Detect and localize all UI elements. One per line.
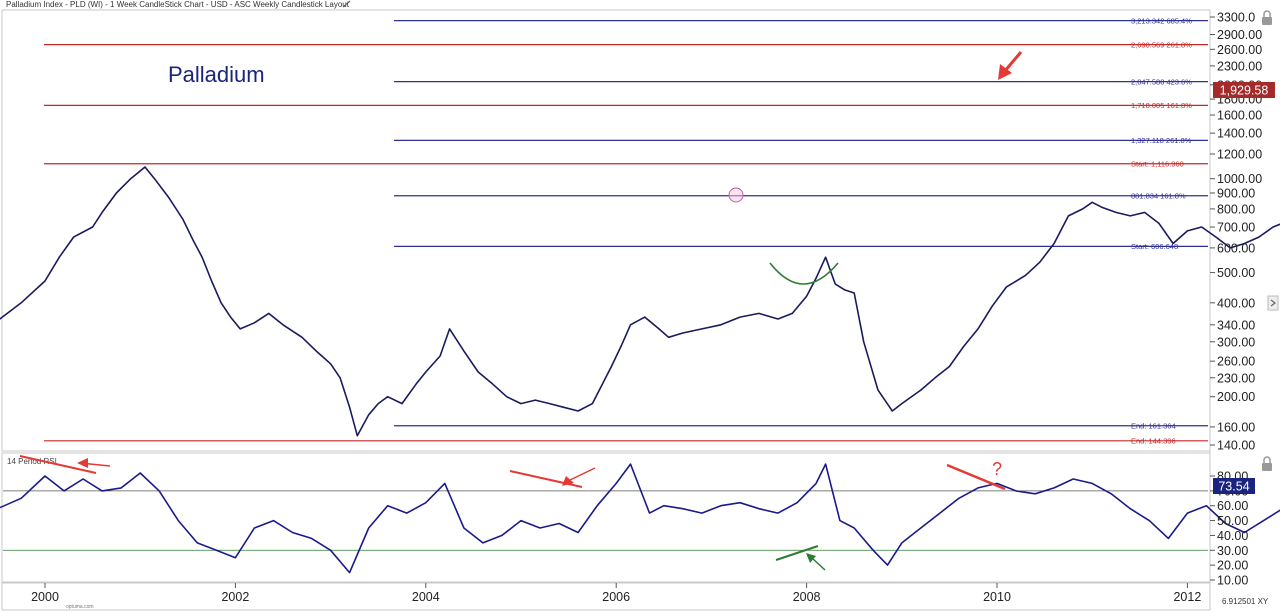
fib-label: 3,213.342 685.4% — [1131, 16, 1192, 25]
x-tick-label: 2000 — [31, 590, 59, 604]
time-x-axis: 2000200220042006200820102012201420162018… — [31, 583, 1201, 604]
fib-label: 2,690.569 261.8% — [1131, 40, 1192, 49]
last-price-badge: 1,929.58 — [1213, 82, 1275, 98]
rsi-line — [0, 463, 1280, 574]
chart-title: Palladium — [168, 62, 265, 87]
fib-label: Start: 606.648 — [1131, 242, 1178, 251]
price-tick-label: 2900.00 — [1217, 28, 1262, 42]
price-tick-label: 160.00 — [1217, 420, 1255, 434]
rsi-last-value: 73.54 — [1218, 480, 1249, 494]
fib-label: 1,327.118 261.8% — [1131, 136, 1192, 145]
lock-icon[interactable] — [1262, 10, 1272, 25]
highlight-circle — [728, 187, 744, 203]
price-tick-label: 900.00 — [1217, 186, 1255, 200]
chevron-right-icon[interactable] — [1267, 295, 1279, 311]
price-tick-label: 230.00 — [1217, 371, 1255, 385]
price-tick-label: 140.00 — [1217, 439, 1255, 453]
rsi-divergence-2001 — [19, 455, 111, 474]
fib-label: 881.834 161.8% — [1131, 192, 1186, 201]
price-series — [0, 166, 1280, 437]
x-tick-label: 2012 — [1173, 590, 1201, 604]
fib-label: 1,718.005 161.8% — [1131, 101, 1192, 110]
price-tick-label: 800.00 — [1217, 202, 1255, 216]
price-y-axis: 3300.02900.002600.002300.002000.001800.0… — [1210, 11, 1262, 453]
price-tick-label: 3300.0 — [1217, 11, 1255, 25]
watermark: optuma.com — [66, 604, 94, 610]
rsi-tick-label: 50.00 — [1217, 514, 1248, 528]
price-tick-label: 300.00 — [1217, 335, 1255, 349]
last-price-label: 1,929.58 — [1220, 84, 1269, 98]
x-tick-label: 2002 — [221, 590, 249, 604]
fib-label: Start: 1,116.960 — [1131, 160, 1184, 169]
pencil-icon[interactable] — [342, 0, 351, 8]
price-tick-label: 500.00 — [1217, 266, 1255, 280]
rsi-divergence-2019 — [946, 463, 1006, 491]
rsi-question-mark: ? — [992, 459, 1002, 479]
scale-readout: 6.912501 XY — [1222, 597, 1269, 606]
lock-icon[interactable] — [1262, 456, 1272, 471]
price-tick-label: 200.00 — [1217, 390, 1255, 404]
rsi-badge: 73.54 — [1213, 478, 1255, 494]
rsi-support-2015 — [775, 545, 826, 571]
price-tick-label: 400.00 — [1217, 296, 1255, 310]
x-tick-label: 2008 — [793, 590, 821, 604]
rounding-bottom-arc — [769, 262, 839, 285]
rsi-panel-title: 14 Period RSI — [7, 457, 57, 466]
rsi-panel-frame — [1, 452, 1211, 583]
red-arrow-price — [998, 51, 1023, 80]
rsi-tick-label: 20.00 — [1217, 559, 1248, 573]
fibonacci-levels: 3,213.342 685.4% 2,690.569 261.8% 2,047.58… — [44, 16, 1208, 446]
price-tick-label: 2300.00 — [1217, 59, 1262, 73]
price-tick-label: 700.00 — [1217, 221, 1255, 235]
price-tick-label: 600.00 — [1217, 241, 1255, 255]
rsi-tick-label: 60.00 — [1217, 499, 1248, 513]
fib-label: End: 144.396 — [1131, 437, 1176, 446]
price-tick-label: 2600.00 — [1217, 43, 1262, 57]
price-tick-label: 260.00 — [1217, 355, 1255, 369]
price-tick-label: 1000.00 — [1217, 172, 1262, 186]
rsi-tick-label: 30.00 — [1217, 544, 1248, 558]
rsi-tick-label: 40.00 — [1217, 529, 1248, 543]
price-tick-label: 1600.00 — [1217, 109, 1262, 123]
price-line — [0, 166, 1280, 437]
fib-label: 2,047.588 423.6% — [1131, 77, 1192, 86]
fib-label: End: 161.364 — [1131, 422, 1176, 431]
rsi-series — [0, 463, 1280, 574]
price-tick-label: 1400.00 — [1217, 127, 1262, 141]
x-tick-label: 2006 — [602, 590, 630, 604]
rsi-tick-label: 10.00 — [1217, 574, 1248, 588]
window-title: Palladium Index - PLD (WI) - 1 Week Cand… — [6, 0, 349, 9]
x-tick-label: 2010 — [983, 590, 1011, 604]
x-tick-label: 2004 — [412, 590, 440, 604]
price-tick-label: 1200.00 — [1217, 148, 1262, 162]
rsi-divergence-2011 — [509, 467, 596, 488]
price-tick-label: 340.00 — [1217, 318, 1255, 332]
